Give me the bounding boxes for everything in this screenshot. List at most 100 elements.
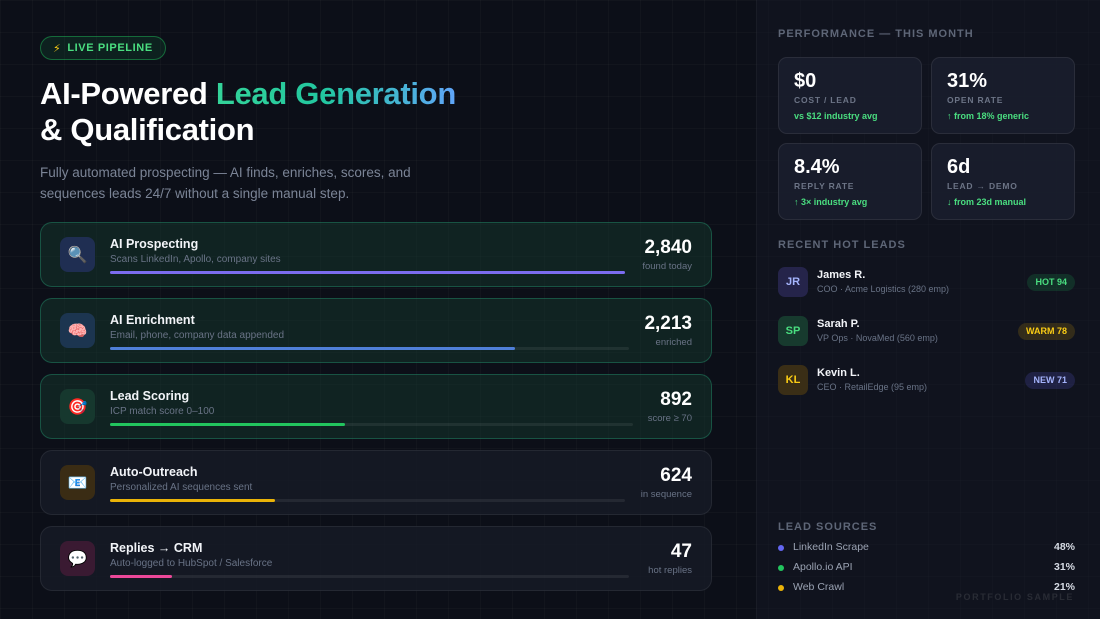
- page-title: AI-Powered Lead Generation & Qualificati…: [40, 76, 712, 148]
- stage-count: 2,213: [644, 313, 692, 334]
- lead-name: Sarah P.: [817, 318, 860, 330]
- page-subtitle: Fully automated prospecting — AI finds, …: [40, 165, 411, 201]
- lead-detail: VP Ops · NovaMed (560 emp): [817, 333, 938, 343]
- metric-value: 6d: [947, 156, 971, 178]
- metric-value: 31%: [947, 70, 988, 92]
- email-icon: 📧: [60, 465, 95, 500]
- pipeline-stages: 🔍 AI Prospecting Scans LinkedIn, Apollo, c…: [40, 222, 712, 591]
- stage-description: Email, phone, company data appended: [110, 330, 285, 341]
- source-color-dot: [778, 585, 784, 591]
- lead-name: Kevin L.: [817, 367, 860, 379]
- source-percentage: 21%: [1053, 581, 1075, 593]
- lead-row[interactable]: JR James R. COO · Acme Logistics (280 emp)…: [778, 267, 1075, 297]
- stage-title: Auto-Outreach: [110, 465, 198, 479]
- metric-label: OPEN RATE: [947, 95, 1004, 105]
- stage-progress-track: [110, 423, 633, 426]
- stage-count-unit: hot replies: [648, 565, 692, 576]
- lead-row[interactable]: KL Kevin L. CEO · RetailEdge (95 emp) NEW 7…: [778, 365, 1075, 395]
- stage-count: 624: [660, 465, 692, 486]
- chat-bubble-icon: 💬: [60, 541, 95, 576]
- stage-progress-track: [110, 575, 629, 578]
- sidebar: PERFORMANCE — THIS MONTH $0 COST / LEAD vs…: [778, 28, 1075, 395]
- stage-title: Lead Scoring: [110, 389, 190, 403]
- title-accent: Lead Generation: [215, 76, 456, 111]
- stage-title: Replies → CRM: [110, 541, 203, 555]
- metric-card: 8.4% REPLY RATE ↑ 3× industry avg: [778, 143, 922, 220]
- stage-count: 892: [660, 389, 692, 410]
- search-icon: 🔍: [60, 237, 95, 272]
- lead-score-badge: WARM 78: [1017, 323, 1075, 340]
- stage-progress-fill: [110, 347, 515, 350]
- metric-value: 8.4%: [794, 156, 840, 178]
- lead-score-badge: NEW 71: [1025, 372, 1075, 389]
- metric-label: COST / LEAD: [794, 95, 857, 105]
- hot-leads-label: RECENT HOT LEADS: [778, 239, 906, 251]
- stage-description: ICP match score 0–100: [110, 406, 215, 417]
- avatar: KL: [778, 365, 808, 395]
- stage-title: AI Enrichment: [110, 313, 195, 327]
- target-icon: 🎯: [60, 389, 95, 424]
- source-name: Apollo.io API: [793, 561, 853, 573]
- hot-leads-list: JR James R. COO · Acme Logistics (280 emp)…: [778, 267, 1075, 395]
- watermark: PORTFOLIO SAMPLE: [955, 592, 1074, 602]
- title-prefix: AI-Powered: [40, 76, 216, 111]
- brain-icon: 🧠: [60, 313, 95, 348]
- performance-metrics: $0 COST / LEAD vs $12 industry avg 31% OPEN …: [778, 57, 1075, 220]
- stage-progress-fill: [110, 423, 346, 426]
- lead-sources-list: LinkedIn Scrape 48% Apollo.io API 31% Web Cr…: [778, 541, 1075, 595]
- metric-label: LEAD → DEMO: [947, 181, 1018, 191]
- stage-progress-track: [110, 347, 629, 350]
- title-line-2: & Qualification: [40, 112, 255, 147]
- lead-sources-label: LEAD SOURCES: [778, 521, 878, 533]
- metric-note: ↑ from 18% generic: [947, 111, 1030, 121]
- stage-description: Auto-logged to HubSpot / Salesforce: [110, 558, 273, 569]
- stage-progress-fill: [110, 499, 275, 502]
- performance-label: PERFORMANCE — THIS MONTH: [778, 28, 974, 40]
- stage-title: AI Prospecting: [110, 237, 199, 251]
- lead-name: James R.: [817, 269, 866, 281]
- metric-label: REPLY RATE: [794, 181, 855, 191]
- stage-progress-track: [110, 271, 625, 274]
- metric-note: ↓ from 23d manual: [947, 197, 1027, 207]
- lead-detail: COO · Acme Logistics (280 emp): [817, 284, 950, 294]
- stage-count: 2,840: [644, 237, 692, 258]
- stage-count-unit: score ≥ 70: [647, 413, 692, 424]
- source-name: Web Crawl: [793, 581, 845, 593]
- source-percentage: 31%: [1053, 561, 1075, 573]
- lightning-icon: ⚡: [53, 42, 62, 55]
- metric-card: 31% OPEN RATE ↑ from 18% generic: [931, 57, 1075, 134]
- stage-progress-track: [110, 499, 625, 502]
- source-row: LinkedIn Scrape 48%: [778, 541, 1075, 555]
- metric-note: ↑ 3× industry avg: [794, 197, 868, 207]
- source-name: LinkedIn Scrape: [793, 541, 869, 553]
- badge-label: LIVE PIPELINE: [67, 42, 153, 54]
- pipeline-card[interactable]: 🔍 AI Prospecting Scans LinkedIn, Apollo, c…: [40, 222, 712, 287]
- lead-score-badge: HOT 94: [1027, 274, 1075, 291]
- lead-row[interactable]: SP Sarah P. VP Ops · NovaMed (560 emp) WARM…: [778, 316, 1075, 346]
- stage-count: 47: [670, 541, 692, 562]
- avatar: SP: [778, 316, 808, 346]
- source-row: Apollo.io API 31%: [778, 561, 1075, 575]
- source-percentage: 48%: [1053, 541, 1075, 553]
- source-row: Web Crawl 21%: [778, 581, 1075, 595]
- pipeline-card[interactable]: 📧 Auto-Outreach Personalized AI sequences …: [40, 450, 712, 515]
- pipeline-card[interactable]: 💬 Replies → CRM Auto-logged to HubSpot / S…: [40, 526, 712, 591]
- lead-detail: CEO · RetailEdge (95 emp): [817, 382, 928, 392]
- metric-card: 6d LEAD → DEMO ↓ from 23d manual: [931, 143, 1075, 220]
- stage-count-unit: in sequence: [640, 489, 692, 500]
- stage-description: Scans LinkedIn, Apollo, company sites: [110, 254, 281, 265]
- lead-sources: LEAD SOURCES LinkedIn Scrape 48% Apollo.io…: [778, 521, 1075, 595]
- stage-progress-fill: [110, 271, 625, 274]
- stage-count-unit: found today: [642, 261, 692, 272]
- pipeline-card[interactable]: 🎯 Lead Scoring ICP match score 0–100 892 sco…: [40, 374, 712, 439]
- stage-description: Personalized AI sequences sent: [110, 482, 253, 493]
- live-pipeline-badge: ⚡ LIVE PIPELINE: [40, 36, 166, 60]
- stage-progress-fill: [110, 575, 173, 578]
- source-color-dot: [778, 545, 784, 551]
- metric-note: vs $12 industry avg: [794, 111, 878, 121]
- metric-card: $0 COST / LEAD vs $12 industry avg: [778, 57, 922, 134]
- stage-count-unit: enriched: [655, 337, 692, 348]
- avatar: JR: [778, 267, 808, 297]
- main-section: ⚡ LIVE PIPELINE AI-Powered Lead Generati…: [40, 36, 712, 591]
- pipeline-card[interactable]: 🧠 AI Enrichment Email, phone, company data…: [40, 298, 712, 363]
